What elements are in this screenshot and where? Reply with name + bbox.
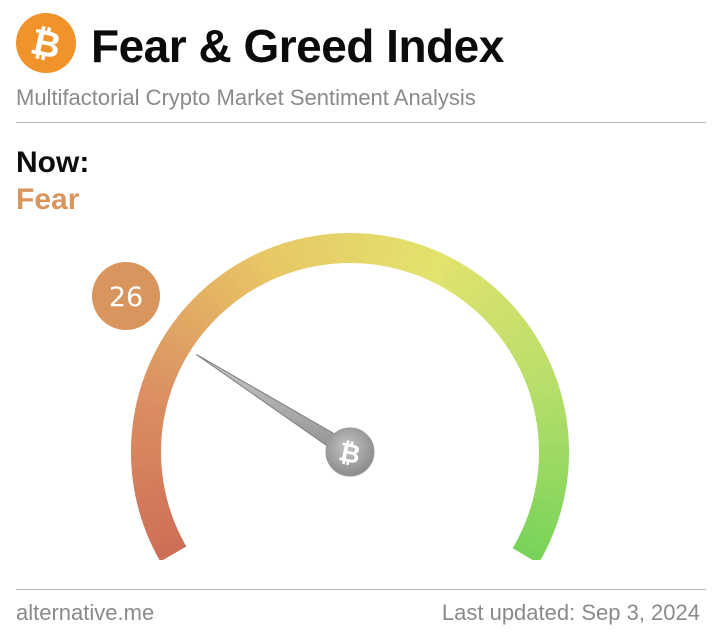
last-updated: Last updated: Sep 3, 2024 (441, 600, 700, 625)
needle-hub-bitcoin-icon (325, 427, 375, 477)
page-title: Fear & Greed Index (91, 20, 504, 72)
value-badge-text: 26 (109, 282, 143, 313)
gauge-arc (131, 233, 569, 560)
value-badge (92, 262, 160, 330)
source-link[interactable]: alternative.me (16, 600, 155, 625)
page-subtitle: Multifactorial Crypto Market Sentiment A… (16, 85, 476, 110)
now-label: Now: (16, 146, 90, 179)
header-divider (16, 122, 706, 123)
bitcoin-logo-icon: ₿ (16, 13, 76, 73)
sentiment-classification: Fear (16, 183, 80, 216)
sentiment-gauge: ₿ 26 (92, 233, 569, 560)
footer-divider (16, 589, 706, 590)
gauge-arc-segment (512, 540, 544, 560)
